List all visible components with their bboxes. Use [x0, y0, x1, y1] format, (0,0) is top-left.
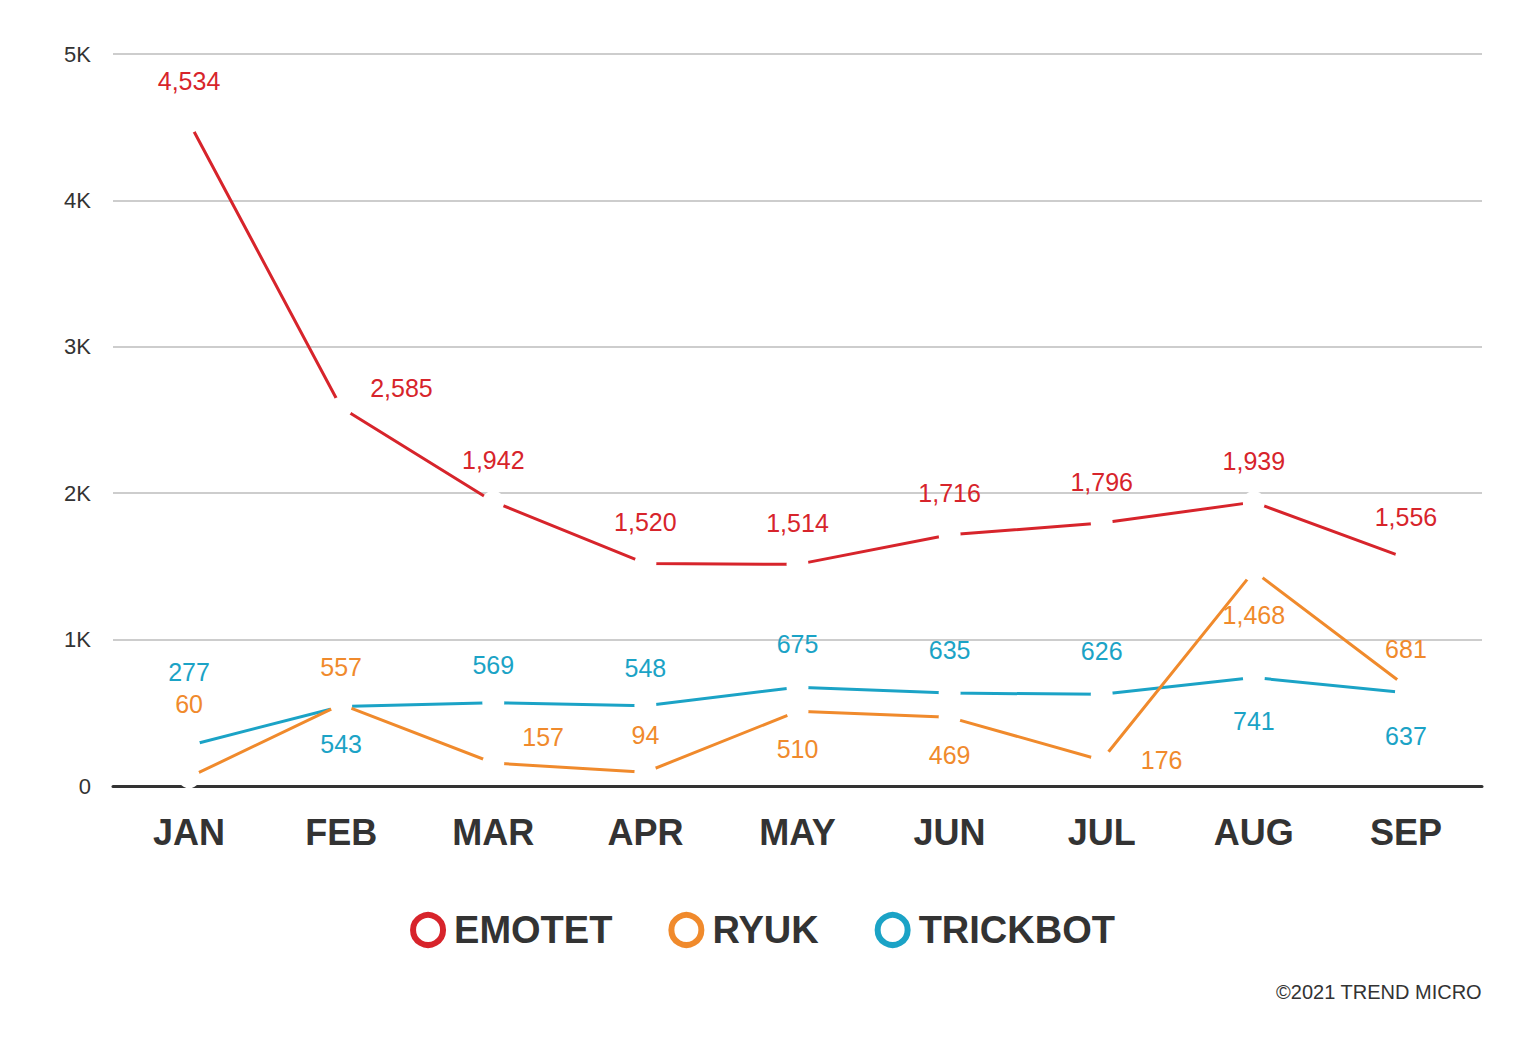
svg-text:675: 675: [777, 630, 819, 658]
svg-text:EMOTET: EMOTET: [454, 909, 612, 951]
svg-text:©2021 TREND MICRO: ©2021 TREND MICRO: [1276, 981, 1482, 1003]
svg-text:APR: APR: [607, 812, 683, 853]
svg-text:1,514: 1,514: [766, 509, 829, 537]
svg-text:635: 635: [929, 636, 971, 664]
svg-text:3K: 3K: [64, 334, 91, 359]
svg-text:1,556: 1,556: [1375, 503, 1438, 531]
svg-text:510: 510: [777, 735, 819, 763]
svg-text:1,520: 1,520: [614, 508, 677, 536]
svg-text:1,942: 1,942: [462, 446, 525, 474]
svg-text:543: 543: [320, 730, 362, 758]
svg-text:FEB: FEB: [305, 812, 377, 853]
svg-text:176: 176: [1141, 746, 1183, 774]
svg-text:4,534: 4,534: [158, 67, 221, 95]
svg-text:2,585: 2,585: [370, 374, 433, 402]
svg-text:RYUK: RYUK: [712, 909, 819, 951]
svg-text:JAN: JAN: [153, 812, 225, 853]
svg-text:469: 469: [929, 741, 971, 769]
svg-text:626: 626: [1081, 637, 1123, 665]
svg-text:2K: 2K: [64, 481, 91, 506]
svg-text:4K: 4K: [64, 188, 91, 213]
svg-text:741: 741: [1233, 707, 1275, 735]
svg-text:MAY: MAY: [759, 812, 836, 853]
svg-text:277: 277: [168, 658, 210, 686]
svg-text:AUG: AUG: [1214, 812, 1294, 853]
svg-text:JUN: JUN: [914, 812, 986, 853]
svg-text:569: 569: [472, 651, 514, 679]
svg-text:557: 557: [320, 653, 362, 681]
svg-text:157: 157: [522, 723, 564, 751]
svg-text:548: 548: [625, 654, 667, 682]
svg-text:1,939: 1,939: [1223, 447, 1286, 475]
svg-text:5K: 5K: [64, 42, 91, 67]
svg-text:94: 94: [631, 721, 659, 749]
svg-text:681: 681: [1385, 635, 1427, 663]
svg-text:60: 60: [175, 690, 203, 718]
svg-text:637: 637: [1385, 722, 1427, 750]
svg-text:1,716: 1,716: [918, 479, 981, 507]
svg-text:1,468: 1,468: [1223, 601, 1286, 629]
svg-text:SEP: SEP: [1370, 812, 1442, 853]
svg-text:TRICKBOT: TRICKBOT: [919, 909, 1115, 951]
svg-text:MAR: MAR: [452, 812, 534, 853]
svg-text:1,796: 1,796: [1070, 468, 1133, 496]
svg-text:1K: 1K: [64, 627, 91, 652]
svg-text:JUL: JUL: [1068, 812, 1136, 853]
svg-text:0: 0: [79, 774, 91, 799]
